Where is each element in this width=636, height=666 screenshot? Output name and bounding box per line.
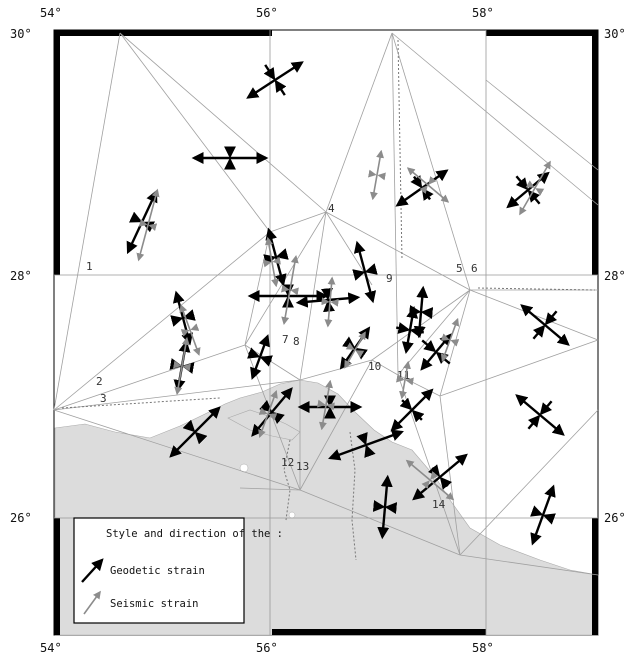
lat-label-right: 28° [604, 269, 626, 283]
zone-label: 13 [296, 460, 309, 473]
lat-label-right: 26° [604, 511, 626, 525]
zone-label: 5 [456, 262, 463, 275]
lon-label-top: 56° [256, 6, 278, 20]
zone-label: 2 [96, 375, 103, 388]
zone-label: 7 [282, 333, 289, 346]
zone-label: 9 [386, 272, 393, 285]
zone-label: 4 [328, 202, 335, 215]
lat-label-left: 28° [10, 269, 32, 283]
lat-label-right: 30° [604, 27, 626, 41]
legend-title: Style and direction of the : [106, 528, 283, 540]
lon-label-bottom: 56° [256, 641, 278, 655]
zone-label: 14 [432, 498, 446, 511]
zone-label: 8 [293, 335, 300, 348]
lon-label-top: 58° [472, 6, 494, 20]
lat-label-left: 30° [10, 27, 32, 41]
zone-label: 6 [471, 262, 478, 275]
lon-label-top: 54° [40, 6, 62, 20]
zone-label: 1 [86, 260, 93, 273]
zone-label: 3 [100, 392, 107, 405]
legend-seismic-label: Seismic strain [110, 598, 199, 610]
zone-label: 10 [368, 360, 381, 373]
zone-label: 12 [281, 456, 294, 469]
lat-label-left: 26° [10, 511, 32, 525]
legend-geodetic-label: Geodetic strain [110, 565, 205, 577]
lon-label-bottom: 54° [40, 641, 62, 655]
lon-label-bottom: 58° [472, 641, 494, 655]
